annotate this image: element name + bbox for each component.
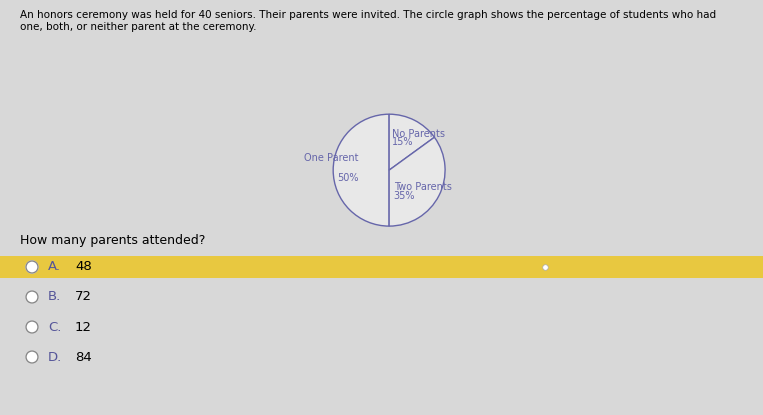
Text: one, both, or neither parent at the ceremony.: one, both, or neither parent at the cere… xyxy=(20,22,256,32)
Circle shape xyxy=(26,291,38,303)
Text: 15%: 15% xyxy=(392,137,414,146)
Text: 12: 12 xyxy=(75,320,92,334)
Text: B.: B. xyxy=(48,290,61,303)
Text: How many parents attended?: How many parents attended? xyxy=(20,234,205,247)
Text: An honors ceremony was held for 40 seniors. Their parents were invited. The circ: An honors ceremony was held for 40 senio… xyxy=(20,10,716,20)
Circle shape xyxy=(26,351,38,363)
Text: D.: D. xyxy=(48,351,63,364)
Wedge shape xyxy=(389,114,434,170)
Text: 84: 84 xyxy=(75,351,92,364)
Text: No Parents: No Parents xyxy=(392,129,445,139)
Text: A.: A. xyxy=(48,261,61,273)
Text: 35%: 35% xyxy=(394,191,415,201)
Text: Two Parents: Two Parents xyxy=(394,183,452,193)
Circle shape xyxy=(26,321,38,333)
Wedge shape xyxy=(333,114,389,226)
Circle shape xyxy=(26,261,38,273)
Text: 72: 72 xyxy=(75,290,92,303)
Bar xyxy=(0,256,763,278)
Text: One Parent: One Parent xyxy=(304,154,359,164)
Text: C.: C. xyxy=(48,320,61,334)
Wedge shape xyxy=(389,137,445,226)
Text: 50%: 50% xyxy=(336,173,359,183)
Text: 48: 48 xyxy=(75,261,92,273)
